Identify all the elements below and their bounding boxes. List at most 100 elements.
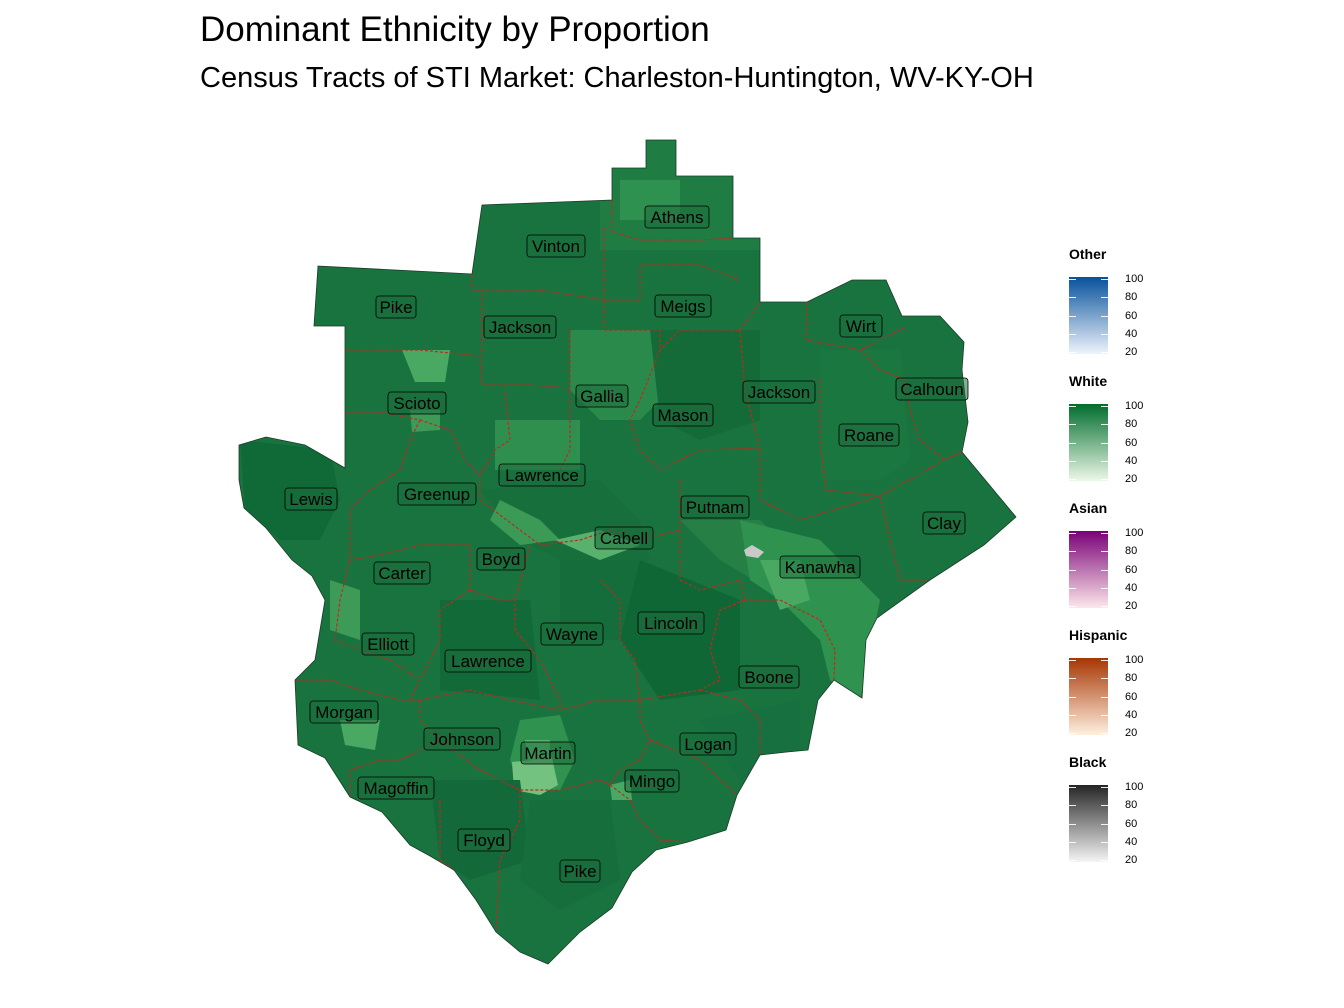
legend-tick-mark bbox=[1101, 733, 1108, 734]
legend-tick-label: 60 bbox=[1125, 817, 1138, 830]
county-label: Jackson bbox=[742, 380, 816, 404]
svg-text:Roane: Roane bbox=[844, 426, 894, 445]
legend-tick-label: 40 bbox=[1125, 581, 1138, 594]
legend-tick-mark bbox=[1101, 805, 1108, 807]
legend-tick-mark bbox=[1069, 551, 1076, 553]
legend-tick-label: 20 bbox=[1125, 346, 1138, 358]
legend-tick-mark bbox=[1101, 660, 1108, 661]
legend-tick-mark bbox=[1069, 479, 1076, 480]
svg-text:Cabell: Cabell bbox=[600, 529, 648, 548]
county-label: Greenup bbox=[397, 482, 477, 506]
legend-tick-label: 80 bbox=[1125, 799, 1138, 812]
legend-tick-label: 60 bbox=[1125, 563, 1138, 576]
legend-tick-mark bbox=[1069, 406, 1076, 407]
legend-tick-mark bbox=[1101, 823, 1108, 825]
legend-tick-mark bbox=[1101, 279, 1108, 280]
svg-text:Magoffin: Magoffin bbox=[364, 779, 429, 798]
legend-title: Other bbox=[1069, 246, 1107, 262]
county-label: Pike bbox=[559, 859, 601, 883]
legend-tick-mark bbox=[1101, 714, 1108, 716]
county-label: Logan bbox=[679, 732, 737, 756]
legend-tick-mark bbox=[1101, 479, 1108, 480]
legend-hispanic: Hispanic 100 80 60 40 20 bbox=[1069, 627, 1189, 754]
svg-text:Elliott: Elliott bbox=[367, 635, 409, 654]
svg-text:Mason: Mason bbox=[657, 406, 708, 425]
county-label: Johnson bbox=[423, 727, 501, 751]
legend-tick-label: 80 bbox=[1125, 545, 1138, 558]
county-label: Vinton bbox=[526, 234, 586, 258]
legend-tick-mark bbox=[1069, 279, 1076, 280]
county-label: Boone bbox=[738, 665, 800, 689]
county-labels: Athens Vinton Meigs Pike Jackson Wirt Ga… bbox=[284, 205, 969, 883]
legend-title: Black bbox=[1069, 754, 1107, 770]
legend-title: White bbox=[1069, 373, 1108, 389]
legend-tick-mark bbox=[1069, 733, 1076, 734]
county-label: Clay bbox=[922, 511, 966, 535]
legend-tick-mark bbox=[1069, 587, 1076, 589]
legend-tick-label: 80 bbox=[1125, 291, 1138, 304]
svg-text:Johnson: Johnson bbox=[430, 730, 494, 749]
svg-text:Lewis: Lewis bbox=[289, 490, 332, 509]
svg-text:Wirt: Wirt bbox=[846, 317, 876, 336]
legend-black: Black 100 80 60 40 20 bbox=[1069, 754, 1189, 881]
legend-tick-mark bbox=[1069, 333, 1076, 335]
legend-tick-mark bbox=[1101, 678, 1108, 680]
legend-tick-mark bbox=[1101, 587, 1108, 589]
legend-tick-mark bbox=[1069, 660, 1076, 661]
legend-tick-label: 40 bbox=[1125, 454, 1138, 467]
svg-text:Scioto: Scioto bbox=[393, 394, 440, 413]
legend-tick-label: 80 bbox=[1125, 672, 1138, 685]
county-label: Calhoun bbox=[895, 377, 969, 401]
legend-tick-mark bbox=[1101, 841, 1108, 843]
county-label: Athens bbox=[644, 205, 710, 229]
legend-tick-mark bbox=[1101, 333, 1108, 335]
legend-tick-label: 20 bbox=[1125, 727, 1138, 739]
legend-tick-label: 100 bbox=[1125, 273, 1144, 285]
svg-text:Martin: Martin bbox=[524, 744, 571, 763]
county-label: Magoffin bbox=[357, 776, 435, 800]
legend-tick-mark bbox=[1101, 696, 1108, 698]
legend-tick-mark bbox=[1069, 297, 1076, 299]
svg-text:Logan: Logan bbox=[684, 735, 731, 754]
legend-tick-mark bbox=[1101, 406, 1108, 407]
legend-tick-label: 100 bbox=[1125, 400, 1144, 412]
legend-tick-label: 100 bbox=[1125, 654, 1144, 666]
legend-tick-label: 80 bbox=[1125, 418, 1138, 431]
legend-tick-mark bbox=[1069, 823, 1076, 825]
svg-text:Clay: Clay bbox=[927, 514, 962, 533]
legend-tick-mark bbox=[1101, 297, 1108, 299]
legend-tick-label: 60 bbox=[1125, 309, 1138, 322]
svg-text:Mingo: Mingo bbox=[629, 772, 675, 791]
legend-tick-label: 20 bbox=[1125, 600, 1138, 612]
county-label: Mason bbox=[652, 403, 714, 427]
legend-tick-label: 40 bbox=[1125, 835, 1138, 848]
county-label: Jackson bbox=[483, 315, 557, 339]
legend-title: Hispanic bbox=[1069, 627, 1128, 643]
svg-text:Vinton: Vinton bbox=[532, 237, 580, 256]
legend-tick-mark bbox=[1101, 533, 1108, 534]
county-label: Martin bbox=[520, 741, 576, 765]
county-label: Kanawha bbox=[779, 555, 861, 579]
county-label: Morgan bbox=[309, 700, 379, 724]
county-label: Gallia bbox=[575, 384, 629, 408]
county-label: Meigs bbox=[654, 294, 712, 318]
legend-tick-mark bbox=[1101, 860, 1108, 861]
svg-text:Pike: Pike bbox=[563, 862, 596, 881]
legend-tick-mark bbox=[1069, 442, 1076, 444]
legend-tick-mark bbox=[1101, 460, 1108, 462]
svg-text:Jackson: Jackson bbox=[489, 318, 551, 337]
legend-tick-mark bbox=[1101, 606, 1108, 607]
tract-shading bbox=[240, 140, 910, 910]
legend-tick-mark bbox=[1069, 841, 1076, 843]
legend-tick-label: 40 bbox=[1125, 327, 1138, 340]
legend-tick-mark bbox=[1069, 569, 1076, 571]
svg-text:Kanawha: Kanawha bbox=[785, 558, 856, 577]
legend-asian: Asian 100 80 60 40 20 bbox=[1069, 500, 1189, 627]
legend-tick-mark bbox=[1069, 352, 1076, 353]
svg-text:Meigs: Meigs bbox=[660, 297, 705, 316]
county-label: Pike bbox=[375, 295, 417, 319]
legend-tick-label: 20 bbox=[1125, 473, 1138, 485]
legend-tick-mark bbox=[1069, 460, 1076, 462]
svg-text:Morgan: Morgan bbox=[315, 703, 373, 722]
county-label: Carter bbox=[373, 561, 431, 585]
